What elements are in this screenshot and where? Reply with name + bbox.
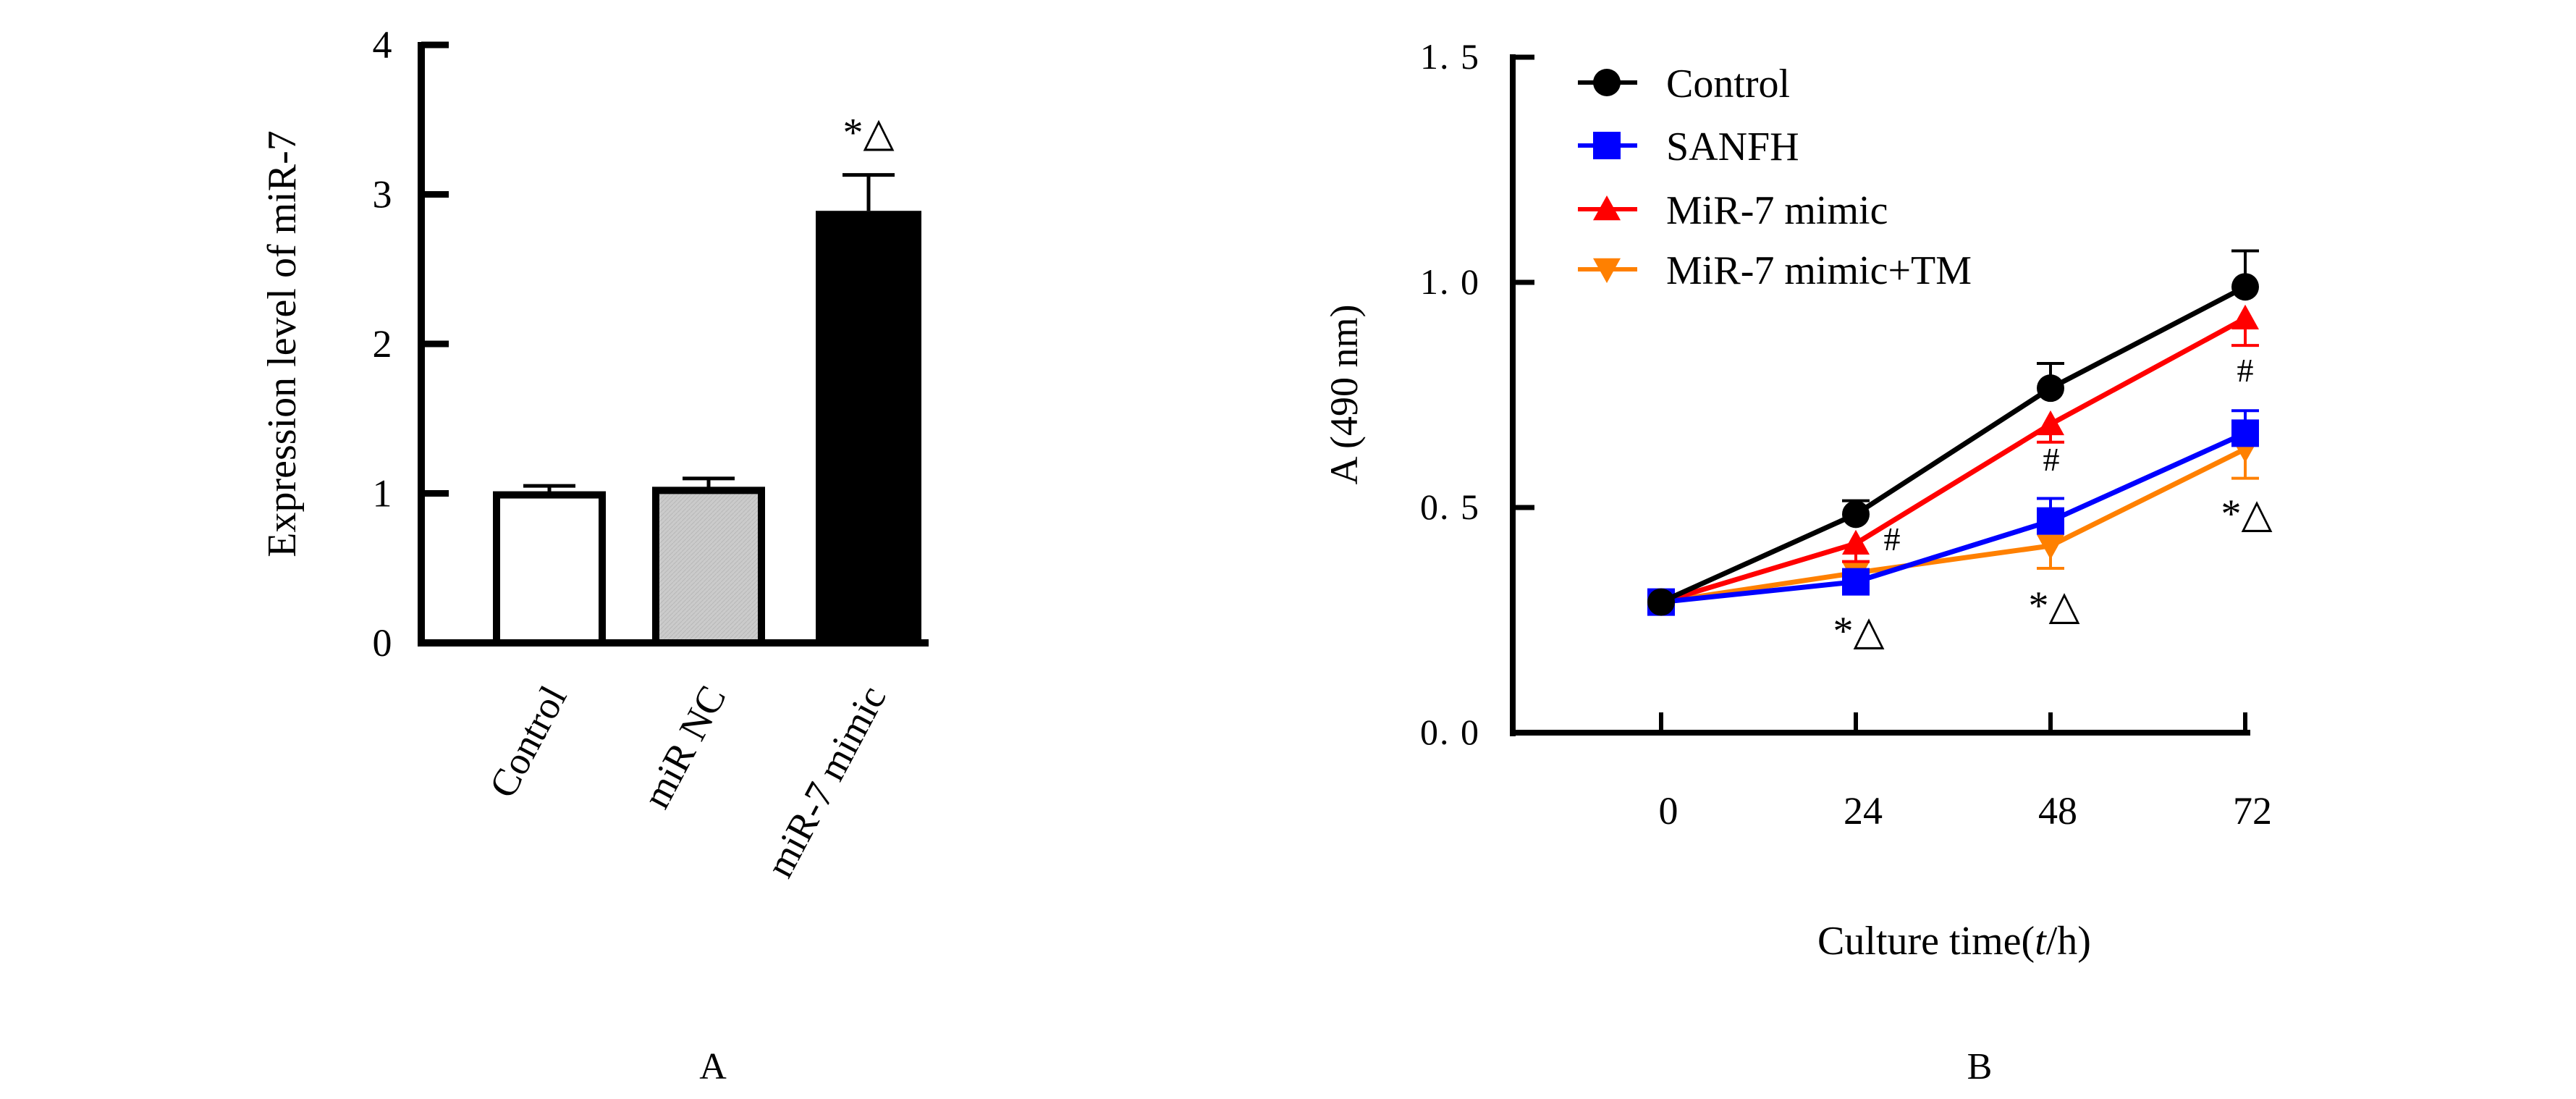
- bar-control: [493, 491, 606, 647]
- hash-annotation: #: [1884, 521, 1901, 557]
- x-tick-label: 0: [1659, 789, 1678, 833]
- series-mir-7-mimic-tm: [1647, 437, 2259, 616]
- panel-b-legend: Control SANFH MiR-7 mimic MiR-7 mimic+TM: [1578, 62, 1972, 293]
- panel-a-y-axis-label: Expression level of miR-7: [260, 130, 305, 557]
- bar-mir-7-mimic: [816, 211, 921, 644]
- y-tick-label: 1. 0: [1420, 261, 1480, 302]
- panel-a-bar-chart: 0 1 2 3 4 Control miR NC miR-7 mimic *△ Express…: [260, 23, 929, 1087]
- data-point-triangle-down: [2037, 534, 2064, 560]
- data-point-circle: [1842, 500, 1870, 529]
- legend-label: SANFH: [1666, 125, 1799, 169]
- panel-b-series: [1647, 249, 2259, 616]
- legend-item: SANFH: [1578, 125, 1799, 169]
- data-point-circle: [2037, 374, 2064, 403]
- series-sanfh: [1647, 409, 2259, 616]
- y-tick-label: 1: [373, 472, 392, 515]
- data-point-triangle-up: [2037, 410, 2064, 436]
- significance-annotation: *△: [2028, 584, 2079, 628]
- data-point-square: [2037, 507, 2064, 535]
- y-tick-label: 0. 0: [1420, 712, 1480, 752]
- x-tick-label: 48: [2038, 789, 2077, 833]
- hash-annotation: #: [2043, 441, 2060, 478]
- panel-b-line-chart: 0. 0 0. 5 1. 0 1. 5 0 24 48 72 Control SANFH MiR-…: [1322, 36, 2273, 1087]
- legend-item: Control: [1578, 62, 1790, 106]
- legend-item: MiR-7 mimic+TM: [1578, 248, 1972, 293]
- bar-mir-nc: [652, 487, 765, 647]
- x-label-main: Culture time(: [1817, 919, 2035, 964]
- series-line: [1660, 447, 2247, 605]
- panel-b-x-axis-label: Culture time(t/h): [1817, 919, 2091, 964]
- series-line: [1660, 431, 2247, 605]
- panel-a-bars: Control miR NC miR-7 mimic *△: [481, 111, 921, 884]
- y-tick-label: 0. 5: [1420, 487, 1480, 527]
- legend-marker-circle-icon: [1593, 69, 1621, 96]
- x-tick-label: miR-7 mimic: [758, 678, 895, 884]
- x-tick-label: Control: [481, 678, 575, 804]
- panel-b-y-axis-label: A (490 nm): [1322, 305, 1366, 485]
- x-tick-label: 24: [1844, 789, 1883, 833]
- series-control: [1647, 249, 2259, 616]
- legend-marker-triangle-up-icon: [1593, 195, 1621, 221]
- panel-b-annotations: # *△ # *△ # *△: [1833, 352, 2272, 654]
- panel-b-label: B: [1967, 1046, 1993, 1087]
- legend-label: Control: [1666, 62, 1790, 106]
- y-tick-label: 0: [373, 621, 392, 665]
- x-label-italic: t: [2035, 919, 2047, 964]
- series-line: [1660, 285, 2247, 605]
- y-tick-label: 4: [373, 23, 392, 67]
- x-tick-label: miR NC: [634, 678, 734, 814]
- x-tick-label: 72: [2233, 789, 2272, 833]
- legend-label: MiR-7 mimic+TM: [1666, 248, 1972, 293]
- legend-marker-triangle-down-icon: [1593, 258, 1621, 283]
- data-point-square: [1842, 568, 1870, 596]
- series-line: [1660, 316, 2247, 605]
- significance-annotation: *△: [2221, 492, 2272, 536]
- panel-b-axes: 0. 0 0. 5 1. 0 1. 5 0 24 48 72: [1420, 36, 2272, 833]
- data-point-circle: [2231, 273, 2259, 301]
- legend-item: MiR-7 mimic: [1578, 188, 1888, 233]
- x-label-tail: /h): [2046, 919, 2091, 964]
- data-point-square: [2231, 419, 2259, 447]
- y-tick-label: 3: [373, 173, 392, 216]
- significance-annotation: *△: [843, 111, 894, 156]
- panel-a-label: A: [699, 1046, 727, 1087]
- data-point-triangle-up: [2231, 304, 2259, 329]
- data-point-circle: [1647, 588, 1675, 616]
- legend-marker-square-icon: [1593, 132, 1621, 159]
- legend-label: MiR-7 mimic: [1666, 188, 1888, 233]
- y-tick-label: 2: [373, 322, 392, 366]
- data-point-triangle-up: [1842, 529, 1870, 555]
- y-tick-label: 1. 5: [1420, 36, 1480, 77]
- significance-annotation: *△: [1833, 609, 1884, 654]
- hash-annotation: #: [2237, 352, 2254, 389]
